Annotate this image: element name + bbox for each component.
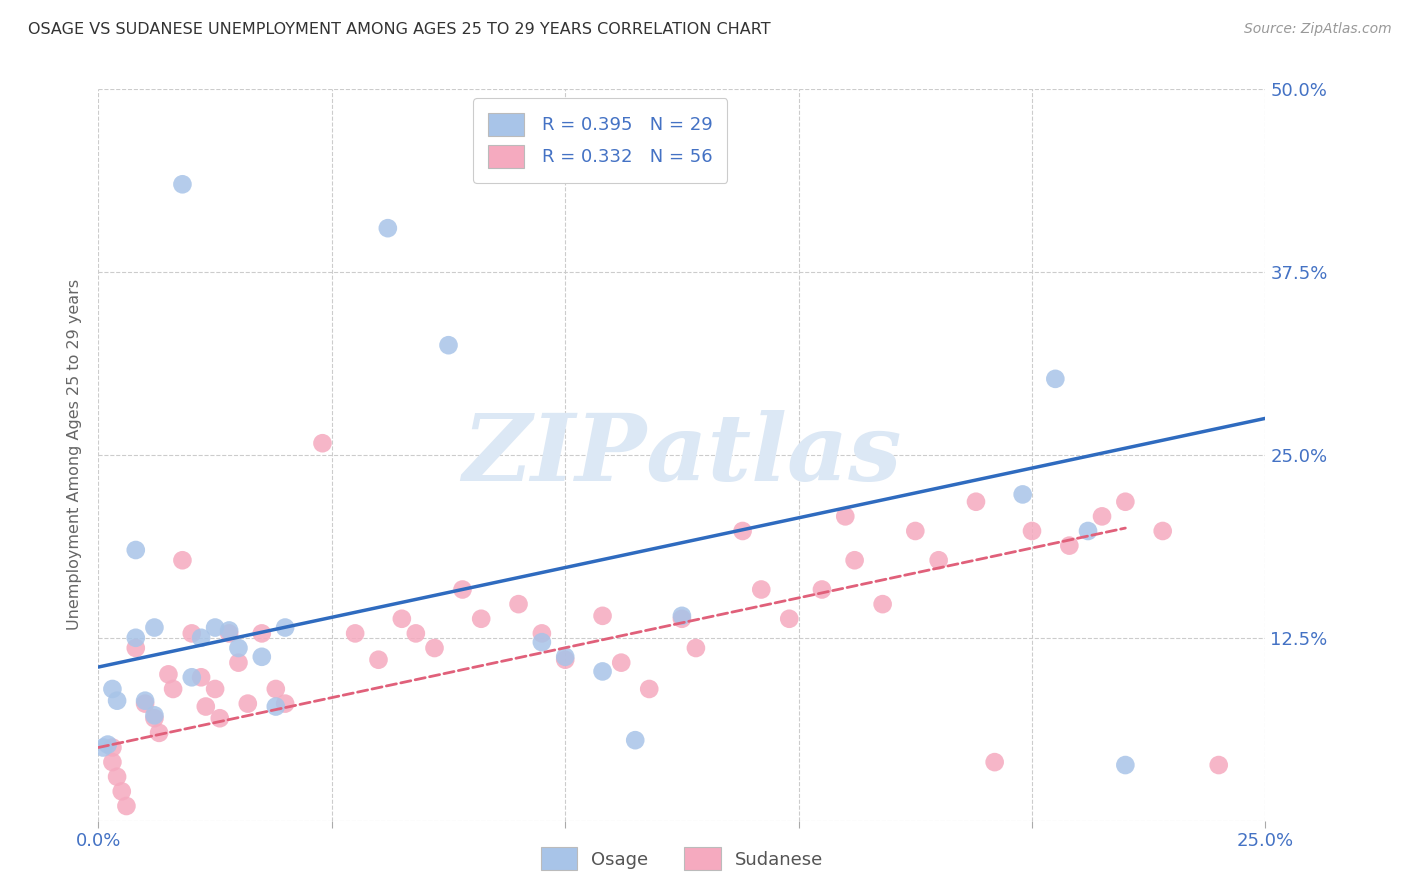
Point (470, 612, 492, 626)
Point (162, 681, 184, 696)
Point (844, 553, 866, 567)
Point (1114, 494, 1136, 508)
Point (204, 681, 226, 696)
Point (624, 733, 647, 747)
Point (111, 784, 134, 798)
Point (134, 694, 156, 708)
Point (671, 612, 693, 626)
Point (208, 711, 231, 725)
Point (405, 626, 427, 640)
Point (451, 582, 474, 597)
Point (148, 726, 170, 740)
Point (1152, 524, 1174, 538)
Point (101, 755, 124, 769)
Point (236, 697, 259, 711)
Point (172, 553, 194, 567)
Point (180, 670, 202, 684)
Point (1077, 524, 1099, 538)
Point (190, 631, 212, 645)
Point (218, 624, 240, 638)
Point (228, 656, 250, 670)
Point (125, 640, 148, 655)
Point (344, 626, 367, 640)
Point (508, 597, 530, 611)
Point (391, 612, 413, 626)
Point (125, 543, 148, 558)
Point (264, 681, 287, 696)
Point (778, 612, 800, 626)
Point (928, 553, 950, 567)
Point (194, 699, 217, 714)
Text: Source: ZipAtlas.com: Source: ZipAtlas.com (1244, 22, 1392, 37)
Point (218, 626, 240, 640)
Point (592, 608, 614, 623)
Point (1045, 372, 1067, 386)
Point (423, 640, 446, 655)
Point (965, 494, 987, 508)
Point (250, 649, 273, 664)
Point (311, 436, 333, 450)
Point (250, 626, 273, 640)
Point (105, 694, 128, 708)
Point (143, 708, 166, 723)
Point (143, 621, 166, 635)
Point (115, 799, 138, 814)
Point (97, 738, 120, 752)
Text: OSAGE VS SUDANESE UNEMPLOYMENT AMONG AGES 25 TO 29 YEARS CORRELATION CHART: OSAGE VS SUDANESE UNEMPLOYMENT AMONG AGE… (28, 22, 770, 37)
Point (530, 635, 553, 649)
Point (1208, 758, 1230, 772)
Point (204, 621, 226, 635)
Point (125, 631, 148, 645)
Point (834, 509, 856, 524)
Point (180, 626, 202, 640)
Point (1091, 509, 1114, 524)
Point (872, 597, 894, 611)
Point (274, 621, 297, 635)
Text: ZIP​atlas: ZIP​atlas (463, 410, 901, 500)
Point (671, 608, 693, 623)
Point (228, 640, 250, 655)
Point (274, 697, 297, 711)
Point (190, 670, 212, 684)
Point (172, 178, 194, 192)
Point (731, 524, 754, 538)
Point (134, 697, 156, 711)
Point (530, 626, 553, 640)
Y-axis label: Unemployment Among Ages 25 to 29 years: Unemployment Among Ages 25 to 29 years (67, 279, 83, 631)
Point (983, 755, 1005, 769)
Point (377, 221, 399, 235)
Point (1114, 758, 1136, 772)
Point (554, 649, 576, 664)
Point (1059, 539, 1081, 553)
Point (101, 681, 124, 696)
Point (1021, 524, 1043, 538)
Legend: Osage, Sudanese: Osage, Sudanese (533, 839, 831, 878)
Point (264, 699, 287, 714)
Point (685, 640, 707, 655)
Point (367, 653, 389, 667)
Point (811, 582, 834, 597)
Point (749, 582, 772, 597)
Point (904, 524, 927, 538)
Point (1011, 487, 1033, 501)
Point (105, 770, 128, 784)
Point (610, 656, 633, 670)
Point (437, 338, 460, 352)
Point (554, 653, 576, 667)
Point (91, 740, 114, 755)
Point (592, 665, 614, 679)
Point (101, 740, 124, 755)
Point (638, 681, 661, 696)
Point (157, 667, 180, 681)
Point (143, 711, 166, 725)
